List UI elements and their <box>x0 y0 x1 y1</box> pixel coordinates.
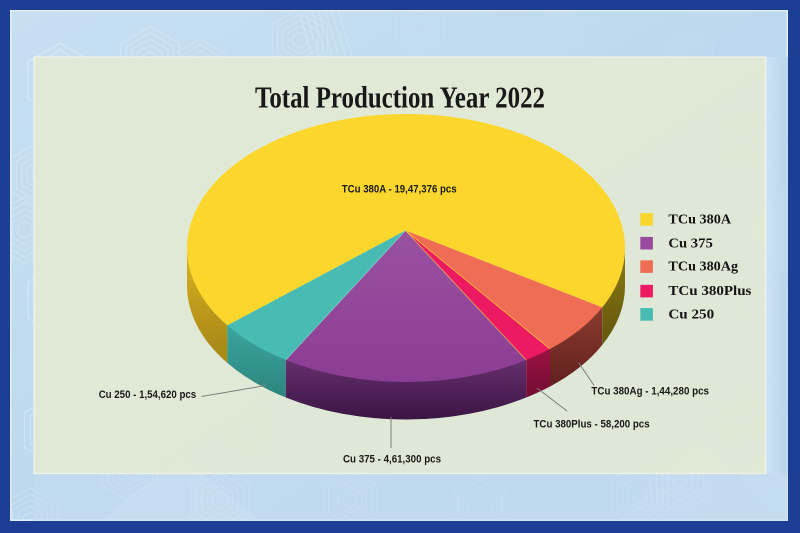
svg-text:Cu 375 - 4,61,300 pcs: Cu 375 - 4,61,300 pcs <box>343 453 441 465</box>
svg-text:Cu 250: Cu 250 <box>668 308 714 323</box>
svg-text:TCu 380Ag: TCu 380Ag <box>668 260 738 275</box>
svg-text:TCu 380Ag - 1,44,280 pcs: TCu 380Ag - 1,44,280 pcs <box>591 385 709 397</box>
svg-text:Cu 375: Cu 375 <box>668 236 712 251</box>
svg-text:TCu 380Plus: TCu 380Plus <box>668 284 752 299</box>
svg-text:TCu 380A: TCu 380A <box>668 213 732 228</box>
svg-text:TCu 380Plus - 58,200 pcs: TCu 380Plus - 58,200 pcs <box>534 418 650 430</box>
svg-text:TCu 380A - 19,47,376 pcs: TCu 380A - 19,47,376 pcs <box>342 184 457 196</box>
svg-text:Cu 250 - 1,54,620 pcs: Cu 250 - 1,54,620 pcs <box>99 389 197 401</box>
svg-text:Total Production Year 2022: Total Production Year 2022 <box>255 80 545 115</box>
